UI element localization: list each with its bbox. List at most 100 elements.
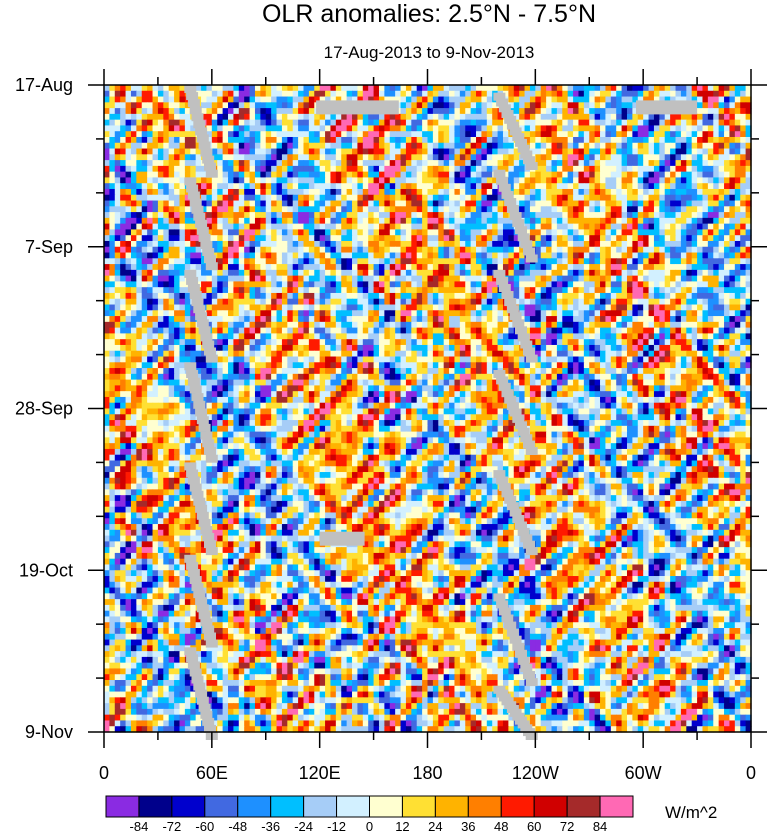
field-cell xyxy=(352,240,359,248)
field-cell xyxy=(562,177,569,184)
field-cell xyxy=(319,131,326,138)
field-cell xyxy=(664,200,671,207)
field-cell xyxy=(287,235,294,242)
field-cell xyxy=(745,102,752,109)
field-cell xyxy=(265,298,272,306)
field-cell xyxy=(228,217,234,225)
field-cell xyxy=(443,269,450,277)
field-cell xyxy=(459,235,466,242)
field-cell xyxy=(643,183,650,190)
field-cell xyxy=(718,148,725,155)
field-cell xyxy=(254,125,261,132)
field-cell xyxy=(600,183,607,190)
field-cell xyxy=(125,264,132,271)
field-cell xyxy=(271,85,278,92)
field-cell xyxy=(697,119,704,127)
field-cell xyxy=(610,90,617,98)
field-cell xyxy=(130,298,137,306)
field-cell xyxy=(104,275,110,283)
field-cell xyxy=(384,304,391,311)
field-cell xyxy=(427,287,434,294)
field-cell xyxy=(653,310,660,317)
field-cell xyxy=(368,171,375,179)
field-cell xyxy=(206,304,213,311)
field-cell xyxy=(265,108,272,115)
field-cell xyxy=(341,177,348,184)
field-cell xyxy=(308,142,315,150)
field-cell xyxy=(718,246,725,254)
field-cell xyxy=(416,264,423,271)
field-cell xyxy=(724,217,731,225)
field-cell xyxy=(589,119,596,127)
field-cell xyxy=(416,275,423,283)
field-cell xyxy=(616,165,623,173)
field-cell xyxy=(583,304,590,311)
field-cell xyxy=(368,200,375,207)
field-cell xyxy=(104,148,110,155)
field-cell xyxy=(249,229,256,236)
field-cell xyxy=(319,264,326,271)
field-cell xyxy=(605,275,612,283)
field-cell xyxy=(724,281,731,288)
field-cell xyxy=(179,310,186,317)
field-cell xyxy=(368,229,375,236)
field-cell xyxy=(352,171,359,179)
field-cell xyxy=(702,223,709,231)
field-cell xyxy=(454,160,461,167)
field-cell xyxy=(362,240,369,248)
field-cell xyxy=(141,310,148,317)
field-cell xyxy=(578,119,585,127)
field-cell xyxy=(616,171,623,179)
field-cell xyxy=(524,194,531,202)
field-cell xyxy=(233,206,240,213)
field-cell xyxy=(637,142,644,150)
field-cell xyxy=(680,96,687,103)
field-cell xyxy=(217,90,224,98)
field-cell xyxy=(330,292,337,300)
field-cell xyxy=(707,183,714,190)
field-cell xyxy=(724,96,731,103)
field-cell xyxy=(254,136,261,144)
field-cell xyxy=(120,292,127,300)
field-cell xyxy=(432,269,439,277)
field-cell xyxy=(378,206,385,213)
field-cell xyxy=(713,206,720,213)
field-cell xyxy=(335,119,342,127)
field-cell xyxy=(222,235,229,242)
field-cell xyxy=(184,194,191,202)
field-cell xyxy=(125,240,132,248)
field-cell xyxy=(670,212,677,219)
field-cell xyxy=(260,131,267,138)
field-cell xyxy=(465,264,472,271)
field-cell xyxy=(578,194,585,202)
field-cell xyxy=(287,136,294,144)
field-cell xyxy=(271,223,278,231)
field-cell xyxy=(508,321,515,329)
field-cell xyxy=(271,298,278,306)
field-cell xyxy=(222,246,229,254)
field-cell xyxy=(157,264,164,271)
field-cell xyxy=(238,264,245,271)
field-cell xyxy=(734,177,741,184)
field-cell xyxy=(529,217,536,225)
field-cell xyxy=(260,183,267,190)
field-cell xyxy=(378,160,385,167)
field-cell xyxy=(211,310,218,317)
field-cell xyxy=(357,165,364,173)
field-cell xyxy=(395,142,402,150)
field-cell xyxy=(114,148,121,155)
field-cell xyxy=(589,148,596,155)
field-cell xyxy=(524,188,531,196)
field-cell xyxy=(600,102,607,109)
field-cell xyxy=(125,136,132,144)
field-cell xyxy=(508,165,515,173)
field-cell xyxy=(740,108,747,115)
field-cell xyxy=(136,113,143,121)
field-cell xyxy=(163,217,170,225)
field-cell xyxy=(546,252,553,259)
field-cell xyxy=(260,264,267,271)
field-cell xyxy=(686,304,693,311)
field-cell xyxy=(109,90,116,98)
field-cell xyxy=(718,85,725,92)
field-cell xyxy=(670,275,677,283)
